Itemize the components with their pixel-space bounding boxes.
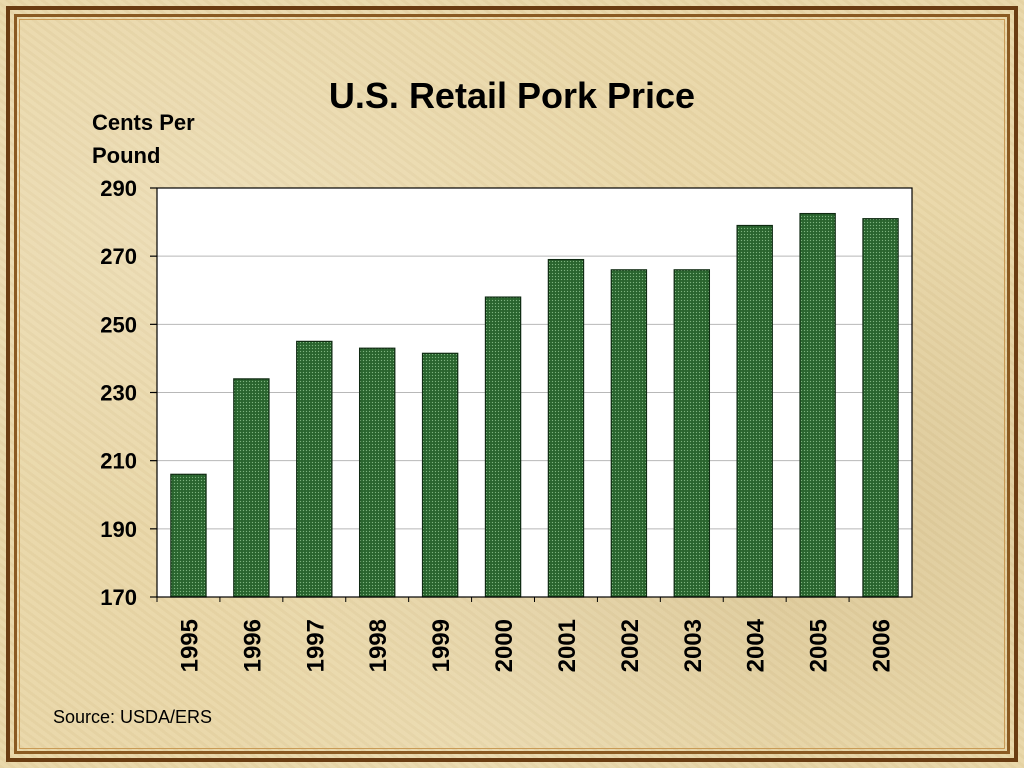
x-tick-label: 1999: [428, 619, 455, 672]
chart-title: U.S. Retail Pork Price: [329, 75, 695, 116]
bar-1996: [233, 378, 270, 598]
bar-2006: [862, 218, 899, 598]
y-tick-label: 210: [100, 449, 137, 474]
x-tick-label: 2005: [806, 619, 833, 672]
x-tick-label: 2006: [869, 619, 896, 672]
x-tick-label: 2000: [491, 619, 518, 672]
bars: [170, 212, 899, 598]
y-tick-label: 270: [100, 244, 137, 269]
bar-2004: [736, 224, 773, 598]
x-tick-label: 2001: [554, 619, 581, 672]
bar-2000: [484, 296, 522, 598]
bar-1999: [421, 352, 459, 598]
x-tick-label: 1998: [365, 619, 392, 672]
y-tick-label: 230: [100, 381, 137, 406]
bar-1998: [358, 347, 396, 598]
bar-2002: [610, 269, 648, 598]
x-tick-label: 2004: [743, 618, 770, 672]
bar-1995: [170, 473, 207, 598]
x-tick-label: 2003: [680, 619, 707, 672]
y-axis-label-line-2: Pound: [92, 143, 160, 168]
x-tick-labels: 1995 1996 1997 1998 1999 2000 2001 2002 2003 2004…: [156, 597, 896, 672]
y-tick-label: 170: [100, 585, 137, 610]
x-tick-label: 1995: [176, 619, 203, 672]
source-note: Source: USDA/ERS: [53, 707, 212, 727]
x-tick-label: 1996: [239, 619, 266, 672]
bar-2001: [547, 258, 585, 598]
y-tick-label: 290: [100, 176, 137, 201]
bar-2005: [799, 212, 836, 598]
x-tick-label: 2002: [617, 619, 644, 672]
y-tick-label: 250: [100, 312, 137, 337]
y-axis-label-line-1: Cents Per: [92, 110, 195, 135]
x-tick-label: 1997: [302, 619, 329, 672]
y-tick-labels: 170 190 210 230 250 270 290: [100, 176, 157, 610]
bar-2003: [673, 269, 711, 598]
y-tick-label: 190: [100, 517, 137, 542]
bar-1997: [296, 340, 333, 598]
